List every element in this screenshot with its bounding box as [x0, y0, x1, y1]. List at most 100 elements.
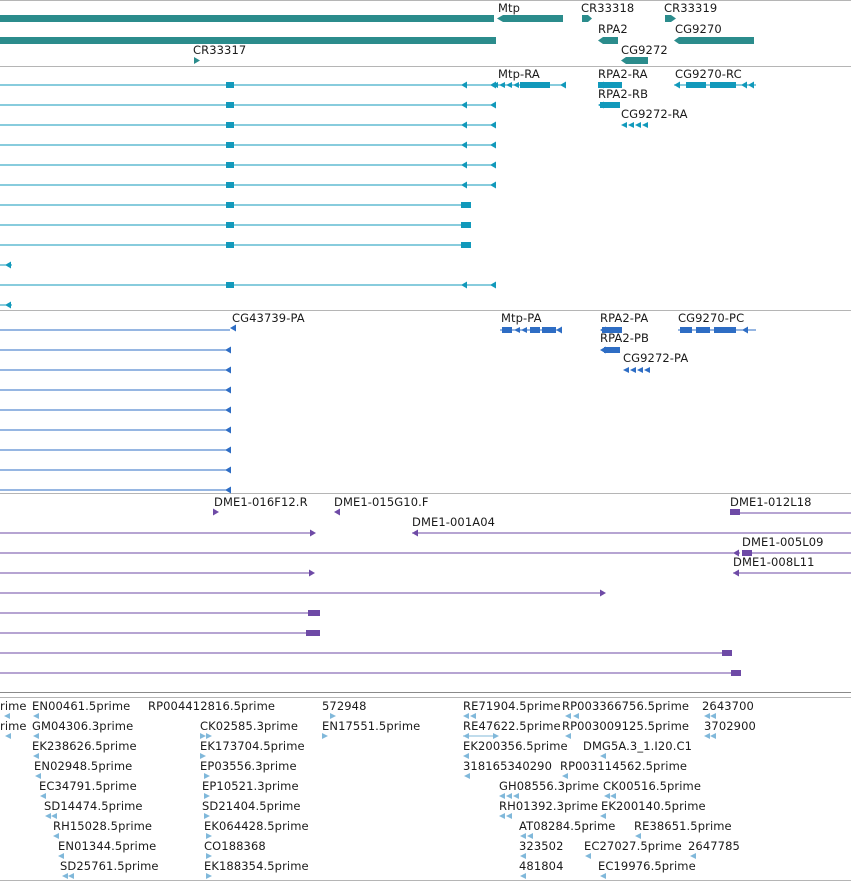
est-feature[interactable]	[604, 793, 610, 799]
est-label[interactable]: GM04306.3prime	[32, 719, 134, 733]
est-feature[interactable]	[565, 733, 571, 739]
est-feature[interactable]	[330, 713, 336, 719]
protein-feature[interactable]	[600, 326, 606, 334]
est-feature[interactable]	[200, 733, 206, 739]
transcript-feature[interactable]	[226, 242, 234, 248]
gene-label[interactable]: RPA2	[598, 22, 628, 36]
transcript-feature[interactable]	[461, 141, 467, 149]
transcript-feature[interactable]	[642, 122, 648, 128]
est-label[interactable]: RH15028.5prime	[53, 819, 153, 833]
est-label[interactable]: RE47622.5prime	[463, 719, 561, 733]
protein-feature[interactable]	[602, 327, 622, 333]
est-label[interactable]: SD21404.5prime	[202, 799, 301, 813]
protein-feature[interactable]	[225, 426, 231, 434]
transcript-feature[interactable]	[490, 161, 496, 169]
gene-feature[interactable]	[582, 15, 592, 22]
transcript-feature[interactable]	[226, 282, 234, 288]
est-feature[interactable]	[51, 813, 57, 819]
transcript-feature[interactable]	[5, 261, 11, 269]
clone-feature[interactable]	[733, 569, 739, 577]
transcript-label[interactable]: CG9272-RA	[621, 107, 688, 121]
transcript-feature[interactable]	[748, 81, 754, 89]
est-label[interactable]: RH01392.3prime	[499, 799, 599, 813]
est-label[interactable]: EC27027.5prime	[584, 839, 682, 853]
gene-feature[interactable]	[0, 15, 494, 22]
transcript-feature[interactable]	[226, 142, 234, 148]
gene-feature[interactable]	[674, 37, 754, 44]
est-label[interactable]: SD14474.5prime	[44, 799, 143, 813]
est-label[interactable]: 2643700	[702, 699, 754, 713]
est-feature[interactable]	[600, 753, 606, 759]
est-label[interactable]: CK00516.5prime	[603, 779, 702, 793]
est-feature[interactable]	[204, 813, 210, 819]
transcript-feature[interactable]	[5, 301, 11, 309]
clone-label[interactable]: DME1-016F12.R	[214, 495, 308, 509]
transcript-feature[interactable]	[674, 81, 680, 89]
est-feature[interactable]	[506, 793, 512, 799]
clone-feature[interactable]	[600, 589, 606, 597]
est-label[interactable]: rime	[0, 699, 27, 713]
clone-feature[interactable]	[309, 569, 315, 577]
gene-label[interactable]: CR33317	[193, 43, 247, 57]
est-feature[interactable]	[710, 713, 716, 719]
transcript-feature[interactable]	[226, 102, 234, 108]
est-feature[interactable]	[206, 873, 212, 879]
protein-feature[interactable]	[225, 406, 231, 414]
est-label[interactable]: 481804	[519, 859, 564, 873]
est-feature[interactable]	[585, 853, 591, 859]
gene-label[interactable]: CR33318	[581, 1, 635, 15]
protein-feature[interactable]	[644, 367, 650, 373]
protein-feature[interactable]	[556, 326, 562, 334]
protein-feature[interactable]	[542, 327, 556, 333]
transcript-feature[interactable]	[520, 82, 538, 88]
protein-label[interactable]: RPA2-PA	[600, 311, 649, 325]
est-feature[interactable]	[33, 753, 39, 759]
est-feature[interactable]	[499, 793, 505, 799]
est-label[interactable]: RE71904.5prime	[463, 699, 561, 713]
transcript-feature[interactable]	[741, 81, 747, 89]
est-feature[interactable]	[33, 733, 39, 739]
protein-feature[interactable]	[530, 327, 540, 333]
transcript-feature[interactable]	[499, 82, 505, 88]
est-label[interactable]: rime	[0, 719, 27, 733]
est-feature[interactable]	[463, 753, 469, 759]
protein-feature[interactable]	[600, 346, 606, 354]
est-label[interactable]: EN17551.5prime	[322, 719, 421, 733]
protein-feature[interactable]	[696, 327, 710, 333]
transcript-feature[interactable]	[461, 281, 467, 289]
est-feature[interactable]	[565, 713, 571, 719]
gene-label[interactable]: CG9272	[621, 43, 668, 57]
est-feature[interactable]	[710, 733, 716, 739]
est-feature[interactable]	[527, 833, 533, 839]
protein-feature[interactable]	[225, 366, 231, 374]
transcript-label[interactable]: RPA2-RB	[598, 87, 649, 101]
est-feature[interactable]	[520, 833, 526, 839]
est-feature[interactable]	[206, 853, 212, 859]
protein-label[interactable]: RPA2-PB	[600, 331, 650, 345]
gene-feature[interactable]	[497, 15, 563, 22]
transcript-feature[interactable]	[226, 82, 234, 88]
gene-feature[interactable]	[665, 15, 676, 22]
transcript-feature[interactable]	[598, 81, 604, 89]
protein-feature[interactable]	[225, 446, 231, 454]
est-label[interactable]: CK02585.3prime	[200, 719, 299, 733]
clone-feature[interactable]	[731, 670, 741, 676]
est-feature[interactable]	[322, 733, 328, 739]
est-feature[interactable]	[62, 873, 68, 879]
transcript-feature[interactable]	[461, 202, 471, 208]
transcript-feature[interactable]	[461, 161, 467, 169]
est-feature[interactable]	[206, 733, 212, 739]
transcript-feature[interactable]	[490, 181, 496, 189]
est-feature[interactable]	[464, 773, 470, 779]
protein-feature[interactable]	[742, 326, 748, 334]
est-feature[interactable]	[204, 773, 210, 779]
transcript-label[interactable]: RPA2-RA	[598, 67, 648, 81]
clone-label[interactable]: DME1-015G10.F	[334, 495, 429, 509]
est-feature[interactable]	[704, 713, 710, 719]
est-feature[interactable]	[200, 753, 206, 759]
est-label[interactable]: CO188368	[204, 839, 266, 853]
clone-label[interactable]: DME1-005L09	[742, 535, 824, 549]
transcript-feature[interactable]	[598, 101, 604, 109]
est-label[interactable]: EK238626.5prime	[32, 739, 137, 753]
est-label[interactable]: 572948	[322, 699, 367, 713]
